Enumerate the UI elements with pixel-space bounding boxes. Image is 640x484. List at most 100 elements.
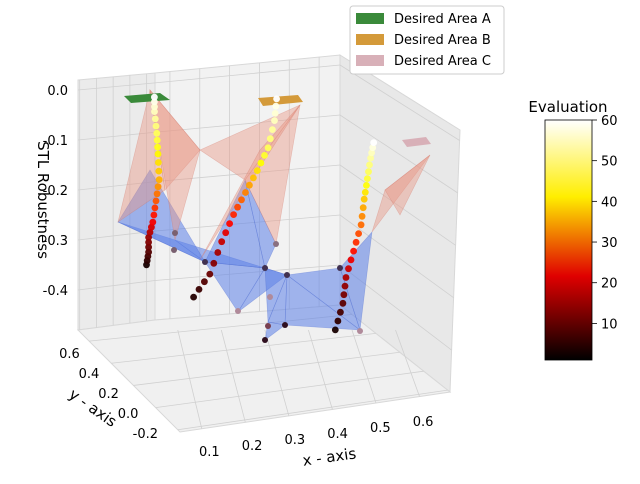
trajectory-point	[206, 270, 214, 278]
trajectory-point	[152, 197, 160, 205]
trajectory-point	[360, 195, 368, 203]
sample-point	[172, 230, 178, 236]
trajectory-point	[364, 175, 371, 183]
trajectory-point	[153, 190, 161, 198]
x-axis-label: x - axis	[301, 444, 357, 469]
colorbar: Evaluation 10 20 30 40 50 60	[528, 98, 618, 361]
sample-point	[265, 323, 271, 329]
trajectory-point	[271, 110, 279, 117]
trajectory-point	[355, 230, 362, 238]
trajectory-point	[155, 176, 163, 184]
colorbar-tick-label: 20	[601, 277, 618, 292]
x-gridline	[264, 329, 290, 416]
trajectory-point	[361, 188, 369, 196]
trajectory-point	[234, 203, 242, 211]
trajectory-point	[151, 115, 159, 123]
trajectory-point	[190, 293, 198, 301]
sample-point	[267, 294, 273, 300]
z-gridline	[77, 64, 341, 91]
colorbar-tick-label: 30	[601, 236, 618, 251]
trajectory-point	[266, 135, 274, 143]
sample-point	[262, 265, 268, 271]
trajectory-point	[210, 259, 218, 267]
trajectory-point	[151, 103, 158, 111]
trajectory-point	[145, 248, 153, 256]
trajectory-point	[242, 189, 249, 196]
x-gridline	[395, 329, 420, 397]
sample-point	[171, 247, 177, 253]
surface-facet	[384, 154, 431, 216]
trajectory-point	[155, 167, 163, 175]
x-axis-ticks: 0.1 0.2 0.3 0.4 0.5 0.6	[199, 415, 433, 460]
trajectory-point	[148, 223, 155, 231]
x-gridline	[220, 329, 246, 423]
desired-area-a-patch	[124, 93, 170, 103]
legend-swatch-b	[356, 34, 384, 45]
x-gridline	[177, 329, 203, 429]
trajectory-point	[195, 286, 203, 293]
trajectory-point	[359, 204, 367, 212]
trajectory-point	[151, 204, 159, 212]
trajectory-point	[153, 136, 161, 144]
trajectory-point	[271, 117, 278, 124]
trajectory-point	[264, 144, 272, 152]
y-tick-label: 0.0	[118, 407, 139, 422]
trajectory-point	[246, 181, 253, 189]
trajectory-point	[341, 282, 349, 290]
y-tick-label: 0.2	[98, 387, 119, 402]
surface-facet	[149, 88, 201, 241]
z-tick-label: -0.1	[43, 134, 68, 149]
trajectory-point	[345, 265, 352, 273]
z-gridline	[339, 114, 458, 194]
trajectory-point	[153, 129, 161, 137]
z-gridline	[339, 164, 456, 246]
trajectory-point	[269, 126, 276, 133]
trajectory-point	[146, 228, 154, 236]
colorbar-tick-label: 60	[601, 114, 618, 129]
trajectory-point	[149, 218, 157, 226]
legend-label-c: Desired Area C	[394, 54, 491, 69]
trajectory-point	[152, 122, 160, 130]
trajectory-point	[363, 182, 370, 189]
trajectory-point	[201, 278, 208, 286]
y-tick-label: -0.2	[133, 427, 158, 442]
floor-pane	[76, 304, 452, 433]
trajectory-point	[340, 291, 348, 299]
colorbar-tick-label: 50	[601, 155, 618, 170]
sample-point	[337, 265, 343, 271]
colorbar-tick-label: 10	[601, 317, 618, 332]
trajectory-point	[257, 159, 265, 167]
y-axis-ticks: -0.2 0.0 0.2 0.4 0.6	[59, 347, 158, 442]
sample-point	[262, 337, 268, 343]
trajectory-point	[334, 317, 342, 325]
trajectory-point	[367, 154, 374, 162]
desired-area-c-patch	[402, 137, 431, 147]
y-gridline	[133, 351, 400, 386]
z-gridline	[339, 214, 454, 299]
trajectory-point	[337, 308, 344, 316]
surface-facet	[244, 179, 277, 269]
y-gridline	[177, 389, 448, 431]
x-gridline	[308, 329, 333, 410]
z-axis-label: STL Robustness	[34, 141, 52, 259]
trajectory-point	[370, 139, 378, 147]
legend-box	[349, 5, 505, 75]
trajectory-point	[154, 150, 162, 158]
legend-swatch-c	[356, 55, 384, 66]
colorbar-title: Evaluation	[528, 98, 607, 116]
x-tick-label: 0.6	[413, 415, 434, 430]
trajectory-point	[154, 143, 162, 151]
trajectory-point	[273, 95, 280, 103]
trajectory-point	[369, 144, 377, 152]
y-tick-label: 0.4	[79, 367, 100, 382]
sample-point	[284, 272, 290, 278]
trajectory-point	[230, 211, 238, 219]
surface-facet	[244, 104, 301, 245]
trajectory-point	[339, 299, 347, 307]
trajectory-point	[226, 220, 234, 228]
trajectory-point	[352, 238, 360, 246]
y-gridline	[155, 370, 424, 409]
x-tick-label: 0.3	[285, 433, 306, 448]
trajectory-point	[368, 149, 375, 157]
